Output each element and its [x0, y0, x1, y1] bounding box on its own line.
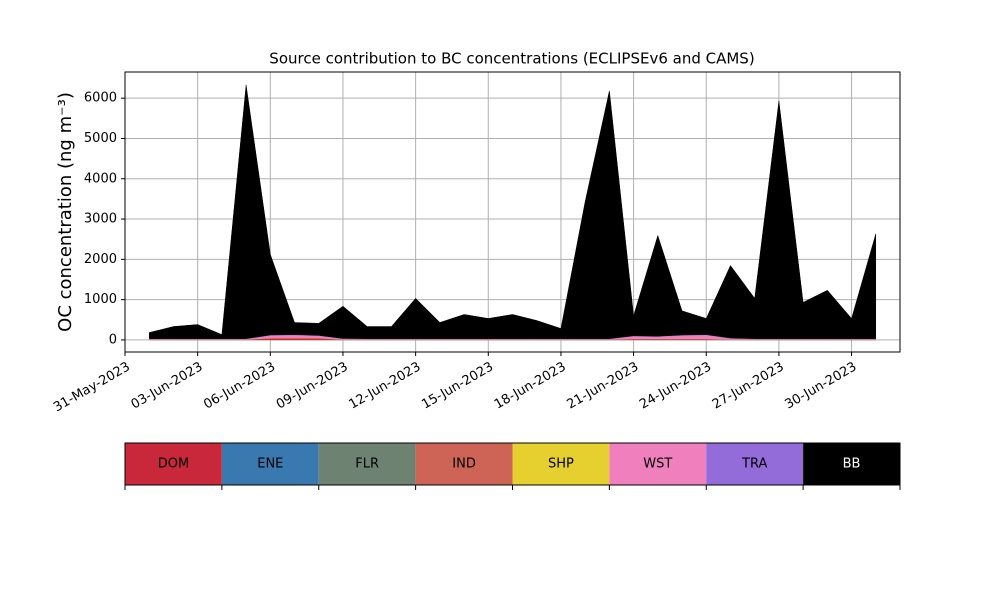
legend-swatch — [803, 443, 900, 485]
x-tick-label: 27-Jun-2023 — [710, 360, 787, 413]
x-tick-label: 06-Jun-2023 — [201, 360, 278, 413]
legend-label: BB — [843, 457, 861, 472]
y-tick-label: 1000 — [84, 292, 117, 307]
x-tick-label: 21-Jun-2023 — [565, 360, 642, 413]
legend-swatch — [706, 443, 804, 485]
legend-label: SHP — [548, 457, 574, 472]
legend-swatch — [609, 443, 707, 485]
legend-label: TRA — [741, 457, 767, 472]
grid — [124, 72, 900, 352]
legend-label: DOM — [158, 457, 189, 472]
y-tick-label: 2000 — [84, 252, 117, 267]
x-tick-label: 15-Jun-2023 — [419, 360, 496, 413]
y-tick-label: 0 — [109, 332, 117, 347]
x-tick-label: 24-Jun-2023 — [637, 360, 714, 413]
legend-label: IND — [452, 457, 476, 472]
legend-label: WST — [643, 457, 672, 472]
area-bb — [148, 84, 877, 339]
x-tick-label: 03-Jun-2023 — [129, 360, 206, 413]
chart-title: Source contribution to BC concentrations… — [269, 50, 754, 68]
areas — [148, 84, 877, 341]
plot-frame — [124, 71, 901, 353]
x-tick-label: 12-Jun-2023 — [347, 360, 424, 413]
x-tick-label: 30-Jun-2023 — [782, 360, 859, 413]
legend-label: FLR — [355, 457, 379, 472]
y-axis-label: OC concentration (ng m⁻³) — [55, 92, 76, 332]
y-tick-label: 4000 — [84, 171, 117, 186]
x-tick-label: 31-May-2023 — [51, 360, 133, 416]
x-tick-label: 09-Jun-2023 — [274, 360, 351, 413]
legend-swatch — [221, 443, 319, 485]
legend-swatch — [512, 443, 610, 485]
legend-swatch — [125, 443, 222, 485]
y-tick-label: 5000 — [84, 131, 117, 146]
legend-swatch — [318, 443, 416, 485]
y-tick-label: 6000 — [84, 91, 117, 106]
y-tick-label: 3000 — [84, 212, 117, 227]
legend-swatch — [415, 443, 513, 485]
legend-label: ENE — [257, 457, 283, 472]
x-tick-label: 18-Jun-2023 — [492, 360, 569, 413]
